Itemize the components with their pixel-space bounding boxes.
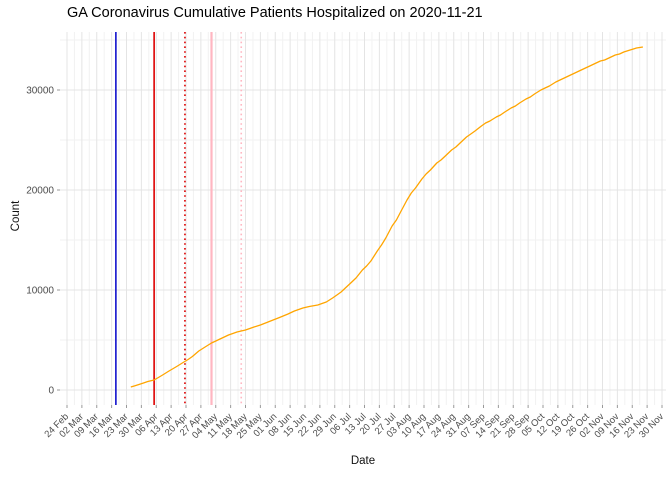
- x-major-gridlines: [66, 32, 663, 405]
- series-line-cumulative-patients-hospitalized: [130, 46, 644, 388]
- y-axis-title: Count: [10, 200, 22, 232]
- y-tick-label: 10000: [26, 286, 54, 297]
- series-lines: [130, 46, 644, 388]
- y-tick-label: 0: [48, 386, 54, 397]
- y-major-gridlines: [60, 89, 666, 391]
- x-minor-gridlines: [73, 32, 656, 405]
- y-minor-gridlines: [60, 39, 666, 341]
- y-tick-labels: 0 10000 20000 30000: [26, 86, 60, 397]
- x-axis-title: Date: [350, 455, 376, 467]
- y-tick-label: 20000: [26, 186, 54, 197]
- y-tick-label: 30000: [26, 86, 54, 97]
- chart-title: GA Coronavirus Cumulative Patients Hospi…: [67, 5, 483, 21]
